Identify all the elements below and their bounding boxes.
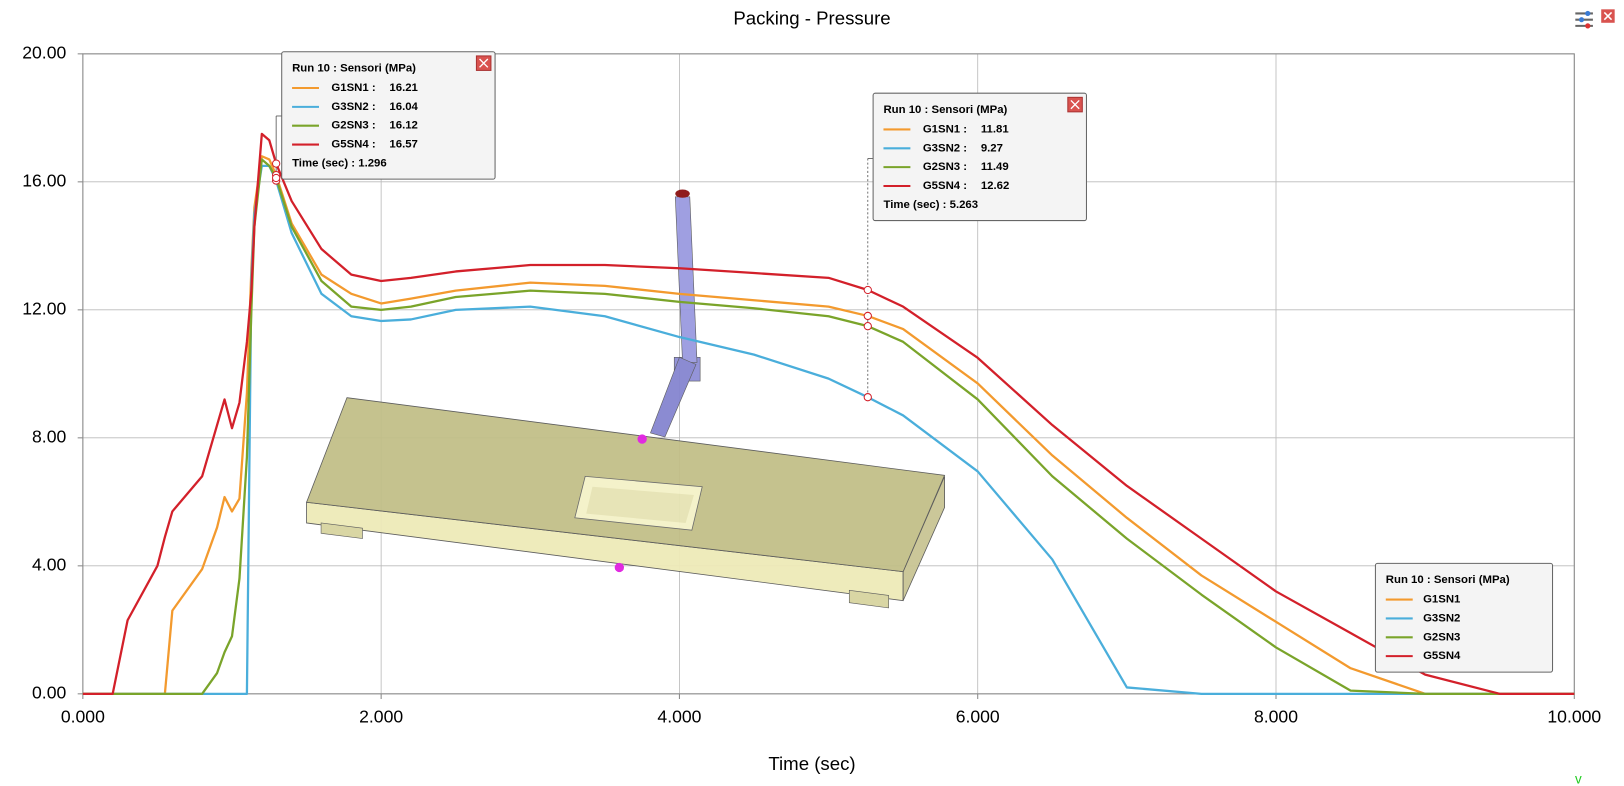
x-tick-label: 10.000	[1547, 706, 1601, 726]
tooltip-box	[281, 51, 496, 180]
tooltip-label: G2SN3 :	[923, 161, 967, 173]
y-tick-label: 20.00	[22, 43, 66, 63]
x-tick-label: 2.000	[359, 706, 403, 726]
tooltip-time: Time (sec) : 1.296	[292, 158, 387, 170]
tooltip-value: 16.04	[389, 101, 418, 113]
tooltip-value: 11.49	[981, 161, 1009, 173]
legend-label: G5SN4	[1423, 650, 1461, 662]
tooltip-time: Time (sec) : 5.263	[883, 199, 978, 211]
tooltip-label: G3SN2 :	[923, 142, 967, 154]
tooltip-point	[272, 173, 281, 183]
tooltip-value: 16.57	[389, 139, 417, 151]
tooltip-point	[863, 285, 872, 295]
tooltip-point	[863, 393, 872, 402]
x-axis-label: Time (sec)	[768, 753, 855, 774]
close-icon	[1070, 99, 1080, 110]
grid: 0.00 4.00 8.00 12.00 16.00 20.00 0.000 2.000 4.0…	[22, 43, 1601, 727]
tooltip-value: 9.27	[981, 142, 1003, 154]
y-tick-label: 4.00	[32, 554, 66, 574]
series-line	[82, 164, 1575, 695]
x-tick-label: 0.000	[61, 706, 105, 726]
tooltip-title: Run 10 : Sensori (MPa)	[292, 62, 416, 74]
tooltip-value: 11.81	[981, 123, 1010, 135]
legend-title: Run 10 : Sensori (MPa)	[1386, 574, 1510, 586]
legend-box	[1374, 562, 1554, 673]
y-tick-label: 16.00	[22, 171, 66, 191]
legend-label: G1SN1	[1423, 594, 1461, 606]
x-tick-label: 6.000	[956, 706, 1000, 726]
y-tick-label: 0.00	[32, 682, 66, 702]
series-line	[82, 132, 1575, 695]
y-tick-label: 12.00	[22, 299, 66, 319]
tooltip-value: 16.21	[389, 82, 418, 94]
overlays: Run 10 : Sensori (MPa) G1SN1 : 16.21 G3SN2 …	[272, 51, 1554, 673]
tooltip-box	[872, 92, 1087, 222]
legend-label: G3SN2	[1423, 612, 1460, 624]
tooltip-point	[863, 311, 872, 321]
tooltip-point	[863, 322, 872, 331]
tooltip-title: Run 10 : Sensori (MPa)	[883, 104, 1007, 116]
tooltip-label: G2SN3 :	[331, 120, 375, 132]
legend-label: G2SN3	[1423, 631, 1460, 643]
tooltip-label: G1SN1 :	[923, 123, 967, 135]
series-line	[82, 158, 1575, 695]
tooltip-point	[272, 159, 281, 168]
legend: Run 10 : Sensori (MPa) G1SN1 G3SN2 G2SN3 G5S…	[1374, 562, 1554, 673]
y-tick-label: 8.00	[32, 426, 66, 446]
status-mark: v	[1575, 771, 1582, 786]
close-icon	[479, 58, 489, 68]
chart-title: Packing - Pressure	[733, 8, 890, 29]
tooltip-label: G5SN4 :	[923, 180, 967, 192]
tooltip-value: 16.12	[389, 120, 417, 132]
tooltip[interactable]: Run 10 : Sensori (MPa) G1SN1 : 16.21 G3SN2 …	[281, 51, 496, 180]
series-line	[82, 155, 1575, 695]
x-tick-label: 8.000	[1254, 706, 1298, 726]
toolbar-icons[interactable]	[1575, 9, 1615, 29]
plot-frame	[82, 53, 1575, 695]
tooltip-label: G5SN4 :	[331, 139, 375, 151]
tooltip-label: G1SN1 :	[331, 82, 375, 94]
tooltip[interactable]: Run 10 : Sensori (MPa) G1SN1 : 11.81 G3SN2 …	[872, 92, 1087, 222]
series-lines	[82, 132, 1575, 695]
part-model	[305, 189, 946, 609]
tooltip-label: G3SN2 :	[331, 101, 375, 113]
tooltip-value: 12.62	[981, 180, 1009, 192]
x-tick-label: 4.000	[657, 706, 701, 726]
